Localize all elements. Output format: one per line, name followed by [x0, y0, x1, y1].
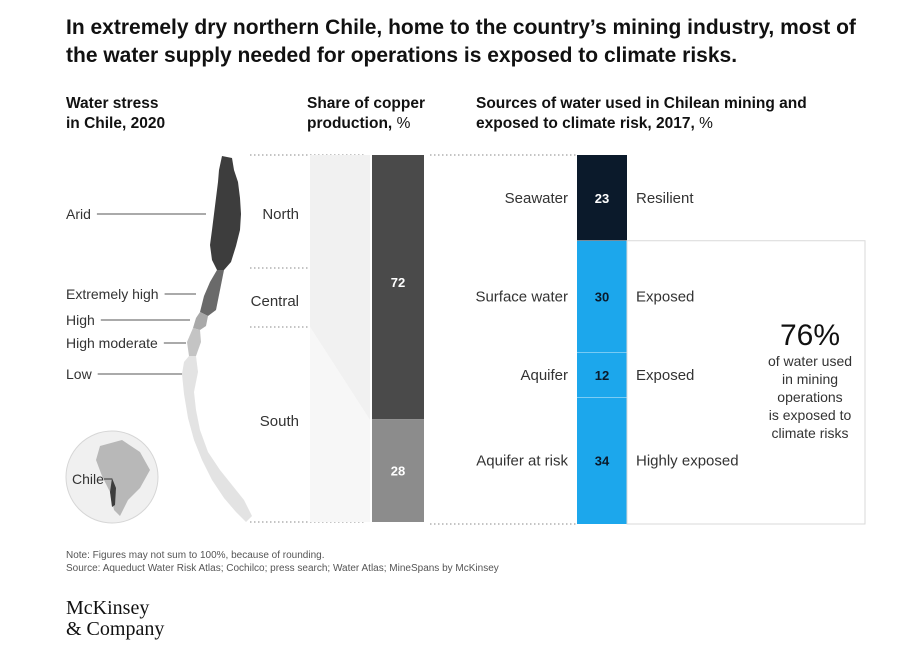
- water-segment-aquifer: [577, 352, 627, 398]
- region-label-central: Central: [251, 293, 299, 310]
- exposed-callout-line: is exposed to: [769, 407, 852, 423]
- region-label-north: North: [262, 206, 299, 223]
- south-america-shape: [96, 440, 150, 516]
- water-source-label-aquifer: Aquifer: [520, 367, 568, 384]
- stress-label-high-moderate: High moderate: [66, 335, 158, 351]
- chile-highlight: [110, 478, 116, 507]
- water-source-label-seawater: Seawater: [505, 190, 568, 207]
- water-stress-header: Water stress in Chile, 2020: [66, 94, 165, 134]
- water-sources-header-line1: Sources of water used in Chilean mining …: [476, 95, 807, 112]
- water-segment-aquifer-at-risk: [577, 397, 627, 524]
- exposed-callout-line: in mining: [782, 371, 838, 387]
- copper-share-header-line1: Share of copper: [307, 95, 425, 112]
- map-region-high: [193, 312, 208, 330]
- copper-segment-72: [372, 155, 424, 420]
- map-region-arid: [210, 156, 241, 270]
- water-source-label-aquifer-at-risk: Aquifer at risk: [476, 453, 568, 470]
- copper-share-header-line2: production,: [307, 115, 393, 132]
- stress-label-high: High: [66, 312, 95, 328]
- exposed-callout-line: of water used: [768, 353, 852, 369]
- water-source-label-surface-water: Surface water: [475, 289, 568, 306]
- copper-share-unit: %: [396, 115, 411, 132]
- water-value-aquifer: 12: [595, 368, 609, 383]
- map-region-extremely-high: [200, 270, 224, 316]
- risk-label-surface-water: Exposed: [636, 289, 694, 306]
- globe-label: Chile: [72, 471, 104, 487]
- south-connector: [310, 327, 370, 522]
- map-region-low: [182, 356, 252, 522]
- exposed-callout-line: operations: [777, 389, 842, 405]
- exposed-callout-line: climate risks: [771, 425, 848, 441]
- chart-title: In extremely dry northern Chile, home to…: [66, 16, 856, 67]
- risk-label-aquifer-at-risk: Highly exposed: [636, 453, 739, 470]
- stress-label-arid: Arid: [66, 206, 91, 222]
- water-sources-unit: %: [699, 115, 713, 132]
- water-segment-seawater: [577, 155, 627, 241]
- copper-label-72: 72: [391, 275, 405, 290]
- mckinsey-logo: McKinsey & Company: [66, 598, 164, 640]
- stress-label-extremely-high: Extremely high: [66, 286, 159, 302]
- copper-label-28: 28: [391, 464, 405, 479]
- water-sources-header-line2: exposed to climate risk, 2017,: [476, 115, 695, 132]
- stress-label-low: Low: [66, 366, 93, 382]
- region-label-south: South: [260, 413, 299, 430]
- water-value-aquifer-at-risk: 34: [595, 454, 610, 469]
- chile-map: [182, 156, 252, 522]
- logo-line2: & Company: [66, 618, 165, 640]
- copper-share-header: Share of copper production, %: [307, 94, 425, 134]
- water-segment-surface-water: [577, 240, 627, 353]
- copper-segment-28: [372, 419, 424, 522]
- map-region-high-moderate: [187, 328, 201, 356]
- risk-label-seawater: Resilient: [636, 190, 694, 207]
- exposed-callout-box: [626, 240, 866, 525]
- water-sources-header: Sources of water used in Chilean mining …: [476, 94, 807, 134]
- water-stress-header-line1: Water stress: [66, 95, 159, 112]
- water-value-surface-water: 30: [595, 290, 609, 305]
- logo-line1: McKinsey: [66, 597, 150, 619]
- globe-inset: [65, 430, 159, 524]
- risk-label-aquifer: Exposed: [636, 367, 694, 384]
- source-note: Source: Aqueduct Water Risk Atlas; Cochi…: [66, 563, 499, 574]
- footnote: Note: Figures may not sum to 100%, becau…: [66, 550, 325, 561]
- water-stress-header-line2: in Chile, 2020: [66, 115, 166, 132]
- exposed-share-value: 76%: [780, 319, 840, 352]
- water-value-seawater: 23: [595, 191, 609, 206]
- north-central-connector: [310, 155, 370, 420]
